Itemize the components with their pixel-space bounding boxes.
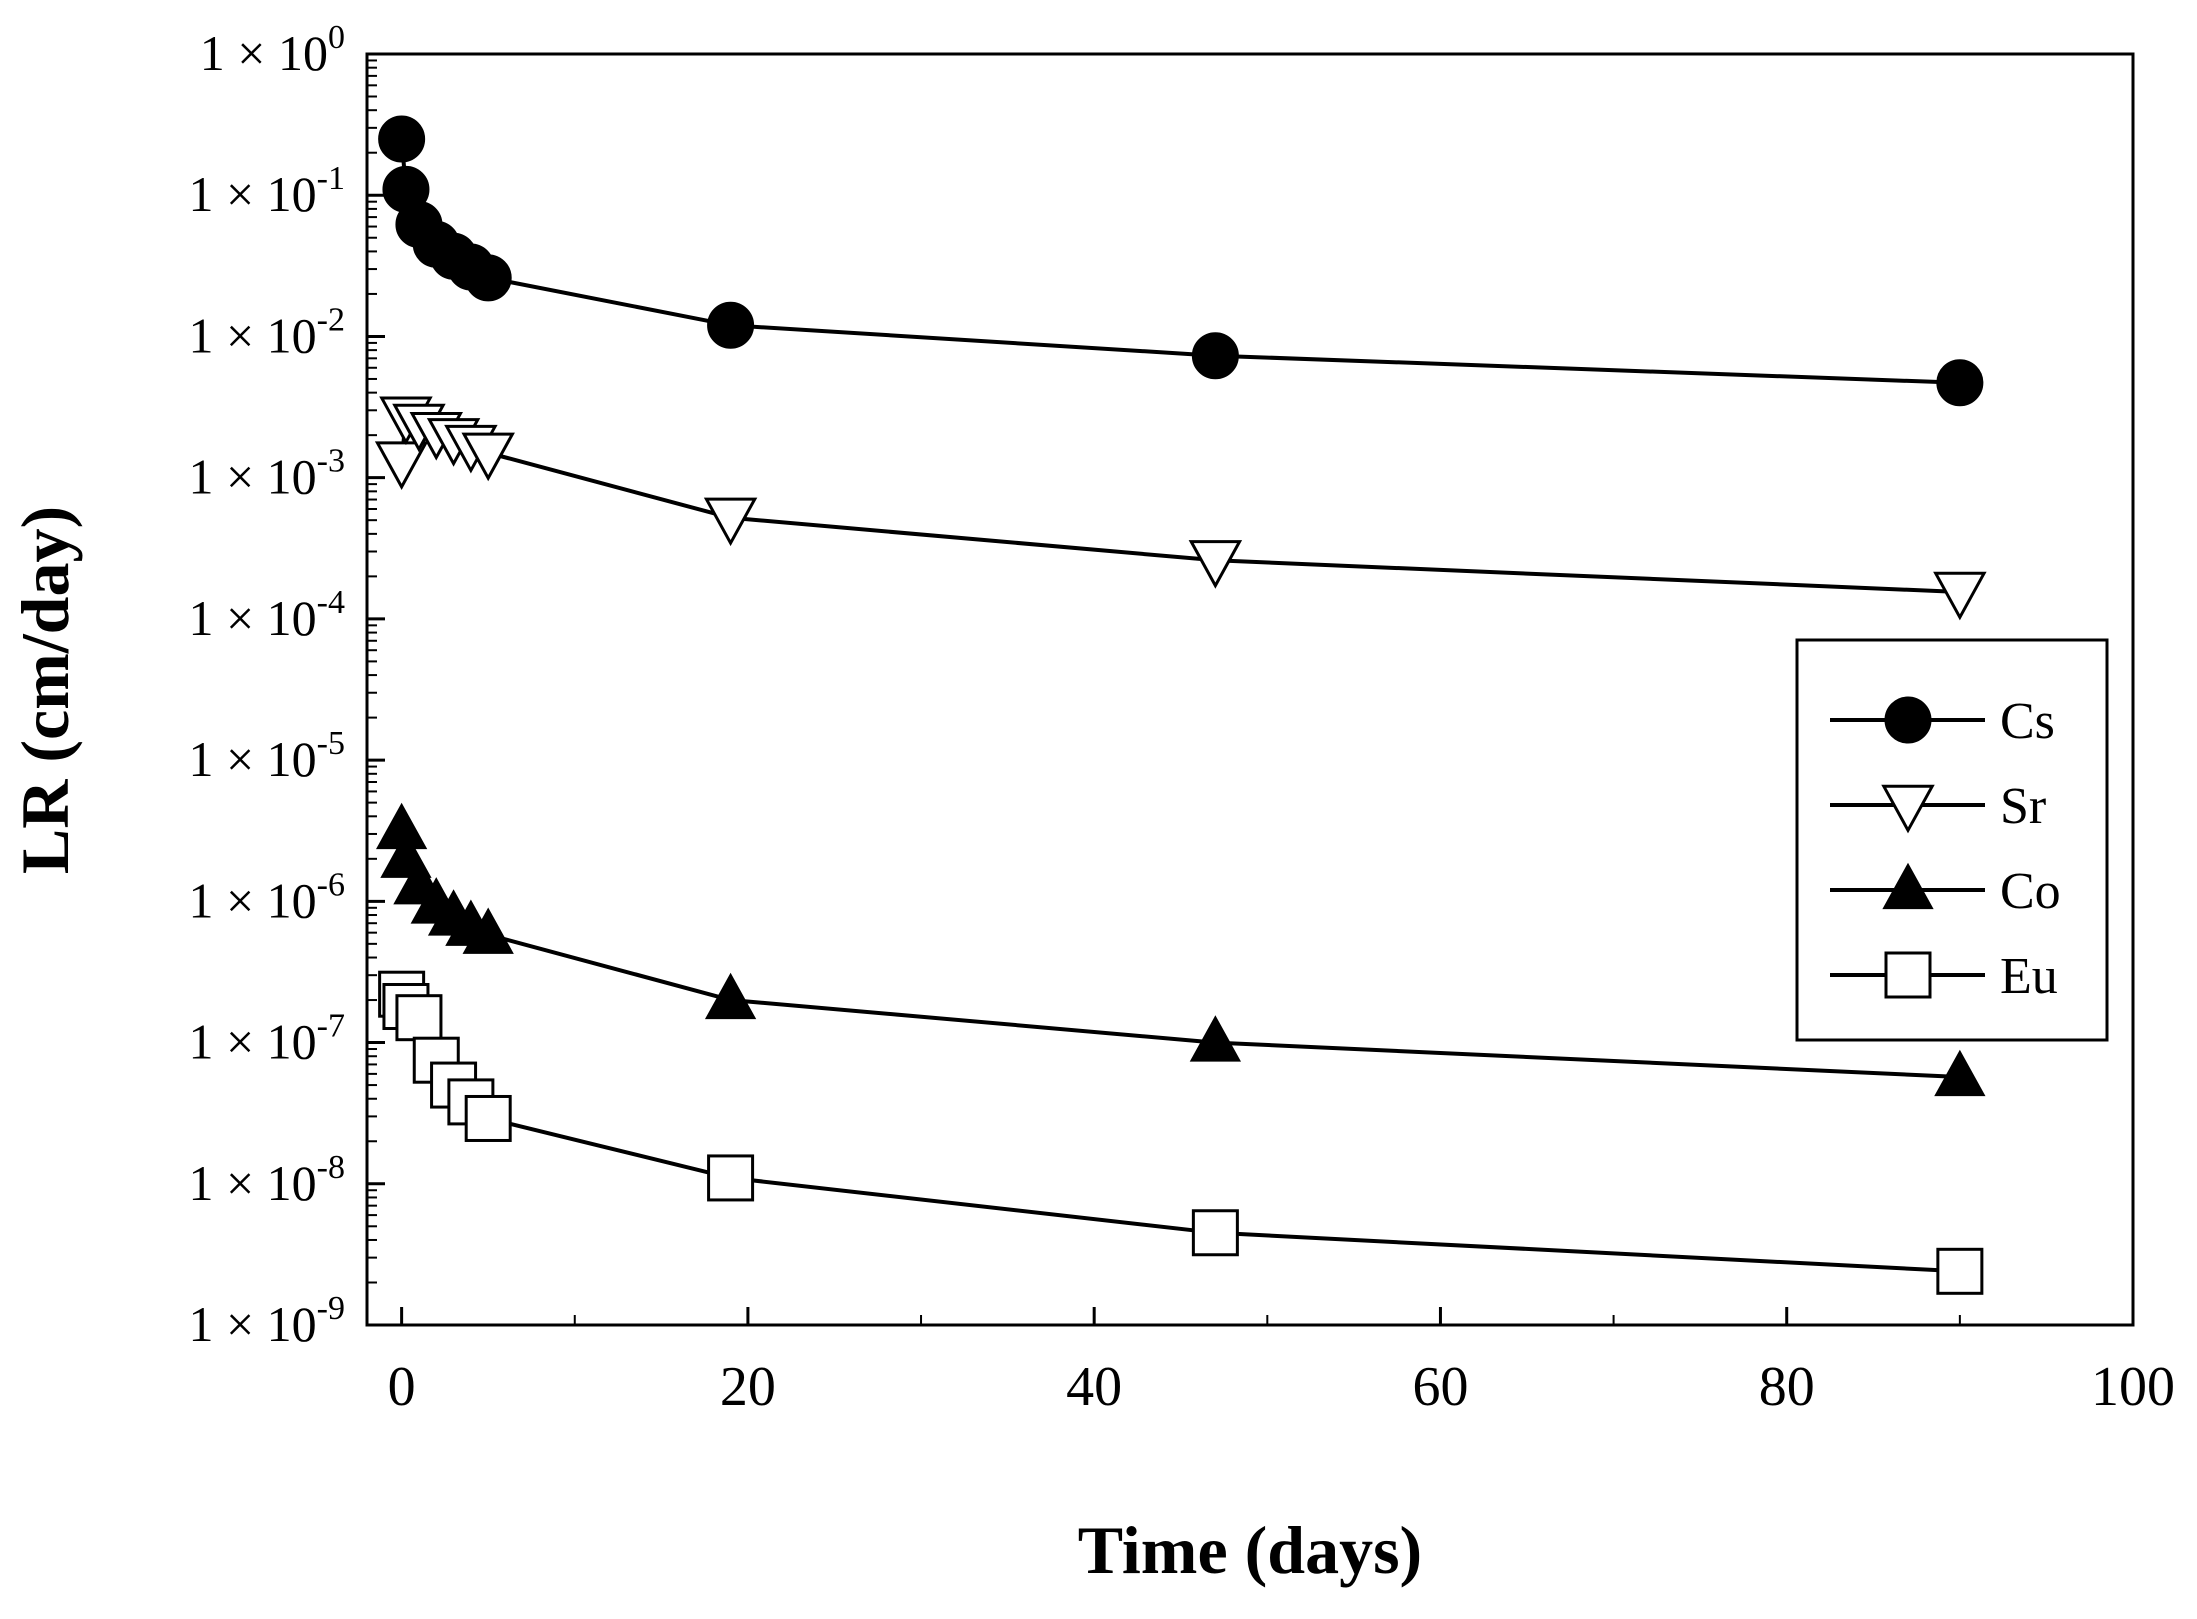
x-tick-label: 20 <box>720 1356 776 1418</box>
data-point-cs <box>1938 361 1982 405</box>
data-point-eu <box>466 1096 510 1140</box>
x-tick-label: 100 <box>2091 1356 2175 1418</box>
data-point-eu <box>1938 1249 1982 1293</box>
leach-rate-chart: 1 × 1001 × 10-11 × 10-21 × 10-31 × 10-41… <box>0 0 2197 1619</box>
x-tick-label: 60 <box>1412 1356 1468 1418</box>
legend-marker-eu <box>1886 953 1930 997</box>
data-point-cs <box>466 256 510 300</box>
legend: Cs Sr Co Eu <box>1797 640 2107 1040</box>
data-point-cs <box>709 303 753 347</box>
data-point-cs <box>380 117 424 161</box>
x-tick-label: 0 <box>388 1356 416 1418</box>
data-point-cs <box>1193 334 1237 378</box>
legend-marker-cs <box>1886 698 1930 742</box>
x-tick-label: 40 <box>1066 1356 1122 1418</box>
legend-label: Co <box>2000 863 2061 920</box>
y-axis-title: LR (cm/day) <box>7 506 83 874</box>
y-tick-label: 1 × 100 <box>200 19 345 81</box>
legend-label: Sr <box>2000 778 2046 835</box>
legend-label: Eu <box>2000 948 2058 1005</box>
x-tick-label: 80 <box>1759 1356 1815 1418</box>
data-point-eu <box>709 1156 753 1200</box>
x-axis-title: Time (days) <box>1078 1512 1422 1588</box>
legend-label: Cs <box>2000 693 2055 750</box>
data-point-eu <box>1193 1211 1237 1255</box>
data-point-eu <box>397 996 441 1040</box>
legend-box <box>1797 640 2107 1040</box>
